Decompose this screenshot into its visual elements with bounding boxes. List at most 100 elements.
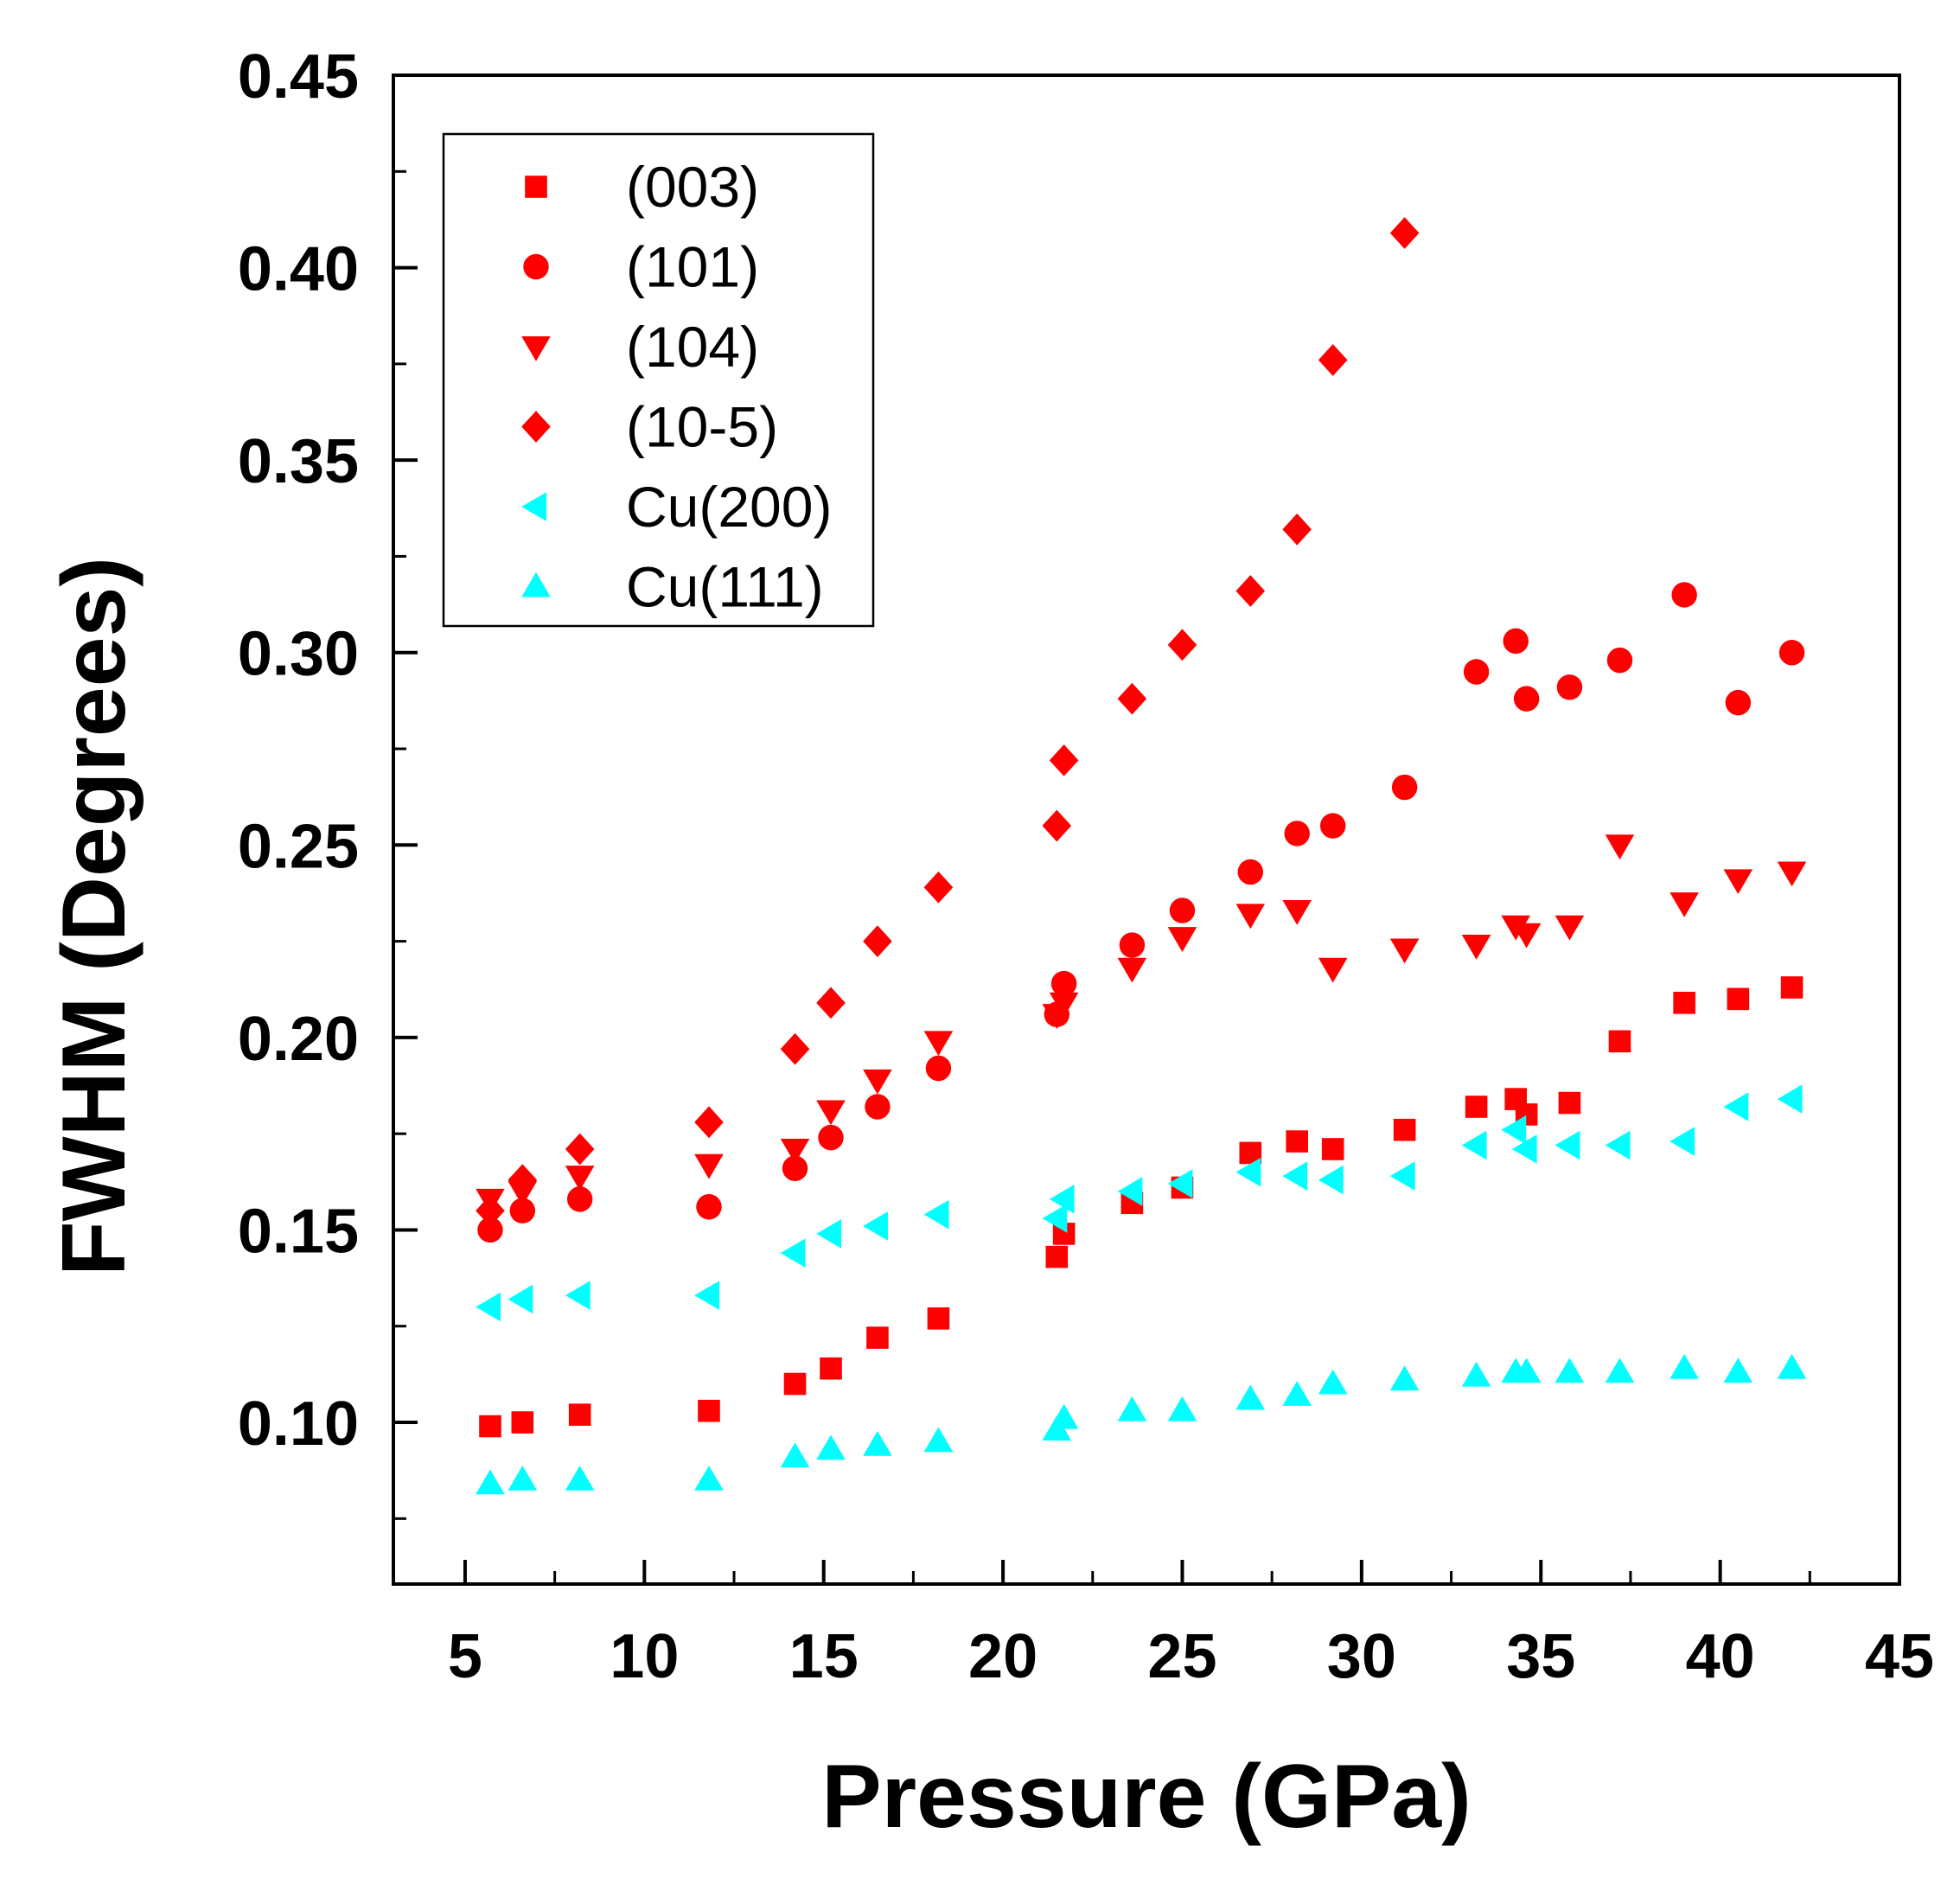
point-cu-111: [1605, 1358, 1635, 1383]
point-003: [1608, 1030, 1631, 1053]
legend-marker-104: [521, 336, 551, 361]
point-10-5: [1282, 513, 1312, 546]
point-cu-200: [863, 1211, 888, 1241]
legend-marker-10-5: [521, 411, 551, 443]
point-cu-111: [476, 1469, 505, 1495]
point-10-5: [863, 925, 892, 957]
point-104: [1282, 899, 1312, 925]
point-101: [925, 1055, 952, 1082]
point-cu-200: [1461, 1130, 1487, 1160]
point-10-5: [476, 1194, 505, 1227]
point-101: [1725, 689, 1752, 716]
y-tick-label: 0.20: [238, 1005, 359, 1074]
point-104: [1461, 935, 1491, 960]
point-003: [1321, 1138, 1344, 1160]
point-cu-111: [816, 1434, 846, 1460]
point-10-5: [1389, 217, 1420, 249]
point-101: [1556, 674, 1583, 700]
point-cu-200: [1511, 1134, 1537, 1164]
legend-label-cu-200: Cu(200): [626, 475, 832, 539]
x-tick-label: 20: [968, 1622, 1037, 1691]
point-cu-200: [1777, 1084, 1803, 1114]
point-101: [1503, 628, 1529, 655]
point-10-5: [1042, 809, 1072, 842]
legend-marker-003: [525, 176, 547, 198]
point-10-5: [816, 987, 846, 1019]
point-cu-111: [1318, 1369, 1348, 1395]
y-tick-label: 0.10: [238, 1390, 359, 1459]
point-003: [1780, 976, 1804, 999]
point-104: [1511, 923, 1542, 949]
point-101: [1463, 659, 1490, 685]
point-cu-111: [923, 1427, 954, 1453]
point-003: [927, 1307, 950, 1330]
point-cu-200: [1049, 1185, 1075, 1214]
x-tick-label: 40: [1686, 1622, 1755, 1691]
point-cu-111: [1723, 1358, 1753, 1383]
point-cu-111: [1555, 1358, 1585, 1383]
y-tick-label: 0.40: [238, 235, 359, 304]
point-10-5: [694, 1106, 724, 1139]
point-104: [1723, 869, 1753, 895]
point-104: [923, 1031, 954, 1057]
point-10-5: [565, 1133, 595, 1166]
point-104: [565, 1166, 595, 1191]
point-10-5: [780, 1032, 810, 1065]
point-101: [1284, 821, 1310, 846]
point-104: [694, 1153, 724, 1179]
point-10-5: [923, 871, 954, 904]
point-10-5: [1049, 744, 1079, 776]
point-cu-111: [1670, 1353, 1699, 1379]
point-10-5: [508, 1164, 538, 1196]
point-104: [1670, 892, 1699, 917]
point-101: [696, 1194, 722, 1220]
point-104: [1389, 938, 1420, 964]
point-104: [863, 1069, 892, 1095]
x-axis-title: Pressure (GPa): [821, 1747, 1471, 1847]
point-101: [1237, 859, 1264, 885]
point-003: [479, 1415, 501, 1438]
y-tick-label: 0.30: [238, 620, 359, 689]
point-cu-200: [1282, 1161, 1308, 1191]
point-cu-200: [1318, 1165, 1344, 1195]
point-104: [780, 1138, 810, 1164]
data-points: [476, 217, 1807, 1495]
point-cu-111: [1282, 1381, 1312, 1406]
x-tick-label: 10: [610, 1622, 679, 1691]
point-cu-200: [1167, 1169, 1193, 1198]
point-003: [1673, 992, 1695, 1014]
point-101: [782, 1155, 808, 1181]
point-cu-200: [694, 1281, 719, 1310]
point-104: [1777, 861, 1807, 887]
point-cu-111: [694, 1466, 724, 1491]
point-cu-111: [1461, 1361, 1491, 1387]
point-10-5: [1117, 682, 1147, 715]
point-003: [511, 1411, 534, 1434]
point-104: [1605, 834, 1635, 860]
legend-label-003: (003): [626, 155, 759, 219]
legend-label-10-5: (10-5): [626, 395, 778, 459]
legend-box: [442, 132, 875, 628]
y-axis-title: FWHM (Degrees): [44, 557, 144, 1276]
legend-marker-101: [523, 253, 549, 280]
point-101: [1319, 813, 1346, 839]
x-tick-label: 45: [1865, 1622, 1934, 1691]
point-10-5: [1318, 344, 1348, 376]
x-tick-label: 5: [448, 1622, 482, 1691]
point-101: [1119, 932, 1146, 958]
legend-marker-cu-200: [521, 492, 546, 521]
point-003: [820, 1357, 842, 1380]
point-10-5: [1167, 629, 1197, 661]
point-104: [816, 1100, 846, 1126]
y-tick-label: 0.25: [238, 812, 359, 881]
legend-label-cu-111: Cu(111): [626, 555, 824, 619]
point-104: [1049, 992, 1079, 1018]
point-104: [1167, 927, 1197, 952]
point-cu-200: [565, 1281, 591, 1310]
point-cu-200: [476, 1292, 501, 1322]
point-cu-200: [508, 1284, 533, 1314]
point-cu-200: [1501, 1115, 1527, 1145]
point-cu-111: [863, 1430, 892, 1456]
point-cu-200: [1235, 1157, 1261, 1187]
